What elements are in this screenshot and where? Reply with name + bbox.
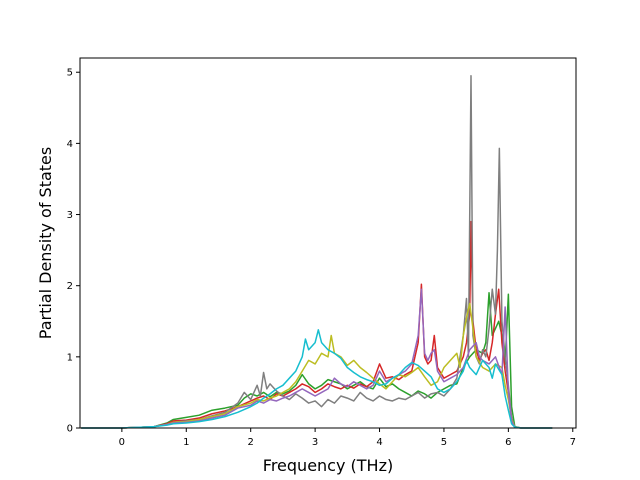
- y-tick-label: 2: [67, 281, 73, 292]
- x-tick-label: 1: [183, 437, 189, 448]
- y-tick-label: 5: [67, 68, 73, 79]
- series-line-6: [81, 329, 553, 429]
- series-line-3: [81, 75, 553, 429]
- x-tick-label: 4: [376, 437, 382, 448]
- y-tick-label: 4: [67, 139, 73, 150]
- x-tick-label: 3: [312, 437, 318, 448]
- series-line-5: [81, 288, 553, 429]
- plot-frame: [79, 57, 577, 429]
- series-layer: [81, 75, 553, 429]
- x-tick-label: 7: [570, 437, 576, 448]
- x-tick-label: 0: [119, 437, 125, 448]
- x-tick-label: 6: [505, 437, 511, 448]
- x-axis-label: Frequency (THz): [263, 456, 393, 475]
- x-axis-ticks: 0 1 2 3 4 5 6 7: [119, 428, 576, 448]
- y-tick-label: 3: [67, 210, 73, 221]
- y-tick-label: 0: [67, 424, 73, 435]
- y-axis-label: Partial Density of States: [36, 147, 55, 339]
- y-axis-ticks: 0 1 2 3 4 5: [67, 68, 80, 435]
- y-tick-label: 1: [67, 352, 73, 363]
- x-tick-label: 2: [248, 437, 254, 448]
- series-line-4: [81, 302, 553, 429]
- x-tick-label: 5: [441, 437, 447, 448]
